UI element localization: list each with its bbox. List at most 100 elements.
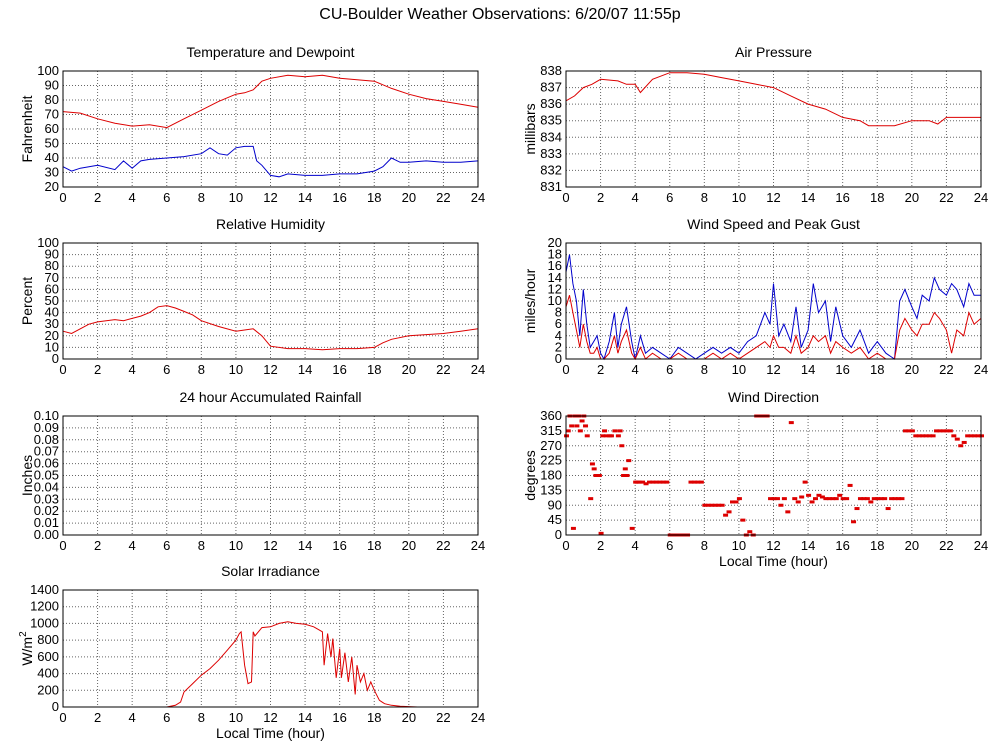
data-point <box>940 429 946 433</box>
x-tick-label: 22 <box>436 538 450 553</box>
y-tick-label: 40 <box>45 150 59 165</box>
y-tick-label: 14 <box>548 270 562 285</box>
data-point <box>934 429 940 433</box>
x-tick-label: 6 <box>163 362 170 377</box>
data-point <box>565 429 571 433</box>
data-point <box>947 429 953 433</box>
data-point <box>864 497 870 501</box>
plot-frame <box>565 415 982 536</box>
x-tick-label: 20 <box>402 190 416 205</box>
data-point <box>961 440 967 444</box>
x-tick-label: 0 <box>59 538 66 553</box>
data-point <box>622 467 628 471</box>
plot-frame <box>62 242 479 360</box>
data-point <box>643 482 649 486</box>
data-point <box>636 480 642 484</box>
x-tick-label: 24 <box>974 362 988 377</box>
data-point <box>923 434 929 438</box>
data-point <box>608 434 614 438</box>
y-tick-label: 10 <box>548 293 562 308</box>
data-point <box>691 480 697 484</box>
chart-title: Air Pressure <box>735 44 812 60</box>
data-point <box>816 493 822 497</box>
x-tick-label: 18 <box>870 538 884 553</box>
data-point <box>781 497 787 501</box>
y-tick-label: 838 <box>540 63 562 78</box>
y-tick-label: 832 <box>540 162 562 177</box>
data-point <box>640 480 646 484</box>
y-tick-label: 2 <box>555 339 562 354</box>
y-tick-label: 0.08 <box>34 432 59 447</box>
data-point <box>771 497 777 501</box>
x-tick-label: 24 <box>471 538 485 553</box>
y-tick-label: 10 <box>45 339 59 354</box>
data-point <box>826 497 832 501</box>
data-point <box>747 530 753 534</box>
y-tick-label: 0 <box>555 351 562 366</box>
x-tick-label: 0 <box>562 362 569 377</box>
data-point <box>626 459 632 463</box>
chart-title: Solar Irradiance <box>221 563 320 579</box>
y-tick-label: 135 <box>540 482 562 497</box>
x-tick-label: 14 <box>298 538 312 553</box>
chart-title: Temperature and Dewpoint <box>186 44 354 60</box>
data-point <box>615 434 621 438</box>
y-tick-label: 1200 <box>30 599 59 614</box>
data-point <box>954 437 960 441</box>
data-point <box>736 497 742 501</box>
x-tick-label: 12 <box>766 362 780 377</box>
x-tick-label: 4 <box>632 538 639 553</box>
data-point <box>723 513 729 517</box>
x-tick-label: 18 <box>367 362 381 377</box>
x-tick-label: 16 <box>332 362 346 377</box>
chart-title: 24 hour Accumulated Rainfall <box>179 389 361 405</box>
data-point <box>596 474 602 477</box>
y-tick-label: 315 <box>540 423 562 438</box>
data-point <box>975 434 981 438</box>
data-point <box>591 467 597 471</box>
data-point <box>802 480 808 484</box>
y-axis-label: Percent <box>19 277 35 325</box>
data-point <box>647 480 652 484</box>
data-point <box>574 424 580 428</box>
y-tick-label: 100 <box>37 63 59 78</box>
data-point <box>792 497 798 501</box>
series-line-wind-1 <box>565 295 982 361</box>
x-tick-label: 14 <box>801 190 815 205</box>
data-point <box>709 503 715 507</box>
x-tick-label: 12 <box>263 190 277 205</box>
series-line-temp-1 <box>62 145 479 178</box>
data-point <box>730 500 735 504</box>
x-tick-label: 4 <box>129 362 136 377</box>
data-point <box>733 500 739 504</box>
x-tick-label: 10 <box>229 190 243 205</box>
chart-panel-solar: 0 2 4 6 8 10 12 14 16 18 20 22 240200400600800100012… <box>18 563 485 741</box>
x-tick-label: 20 <box>905 362 919 377</box>
x-tick-label: 0 <box>59 190 66 205</box>
data-point <box>584 434 590 438</box>
x-tick-label: 14 <box>801 362 815 377</box>
data-point <box>624 474 630 477</box>
y-tick-label: 30 <box>45 316 59 331</box>
chart-title: Wind Direction <box>728 389 819 405</box>
data-point <box>968 434 974 438</box>
data-point <box>875 497 881 501</box>
x-tick-label: 2 <box>597 538 604 553</box>
x-tick-label: 12 <box>766 190 780 205</box>
data-point <box>889 497 895 501</box>
data-point <box>702 503 708 507</box>
chart-panel-pressure: 0 2 4 6 8 10 12 14 16 18 20 22 248318328338348358368… <box>522 44 988 205</box>
data-point <box>660 480 666 484</box>
y-tick-label: 0.05 <box>34 468 59 483</box>
data-point <box>833 497 839 501</box>
y-tick-label: 0.01 <box>34 515 59 530</box>
data-point <box>602 429 608 433</box>
x-tick-label: 2 <box>94 710 101 725</box>
x-tick-label: 4 <box>632 362 639 377</box>
data-point <box>664 480 670 484</box>
y-tick-label: 70 <box>45 107 59 122</box>
data-point <box>612 429 618 433</box>
chart-title: Wind Speed and Peak Gust <box>687 216 860 232</box>
data-point <box>944 429 950 433</box>
data-point <box>778 503 784 507</box>
